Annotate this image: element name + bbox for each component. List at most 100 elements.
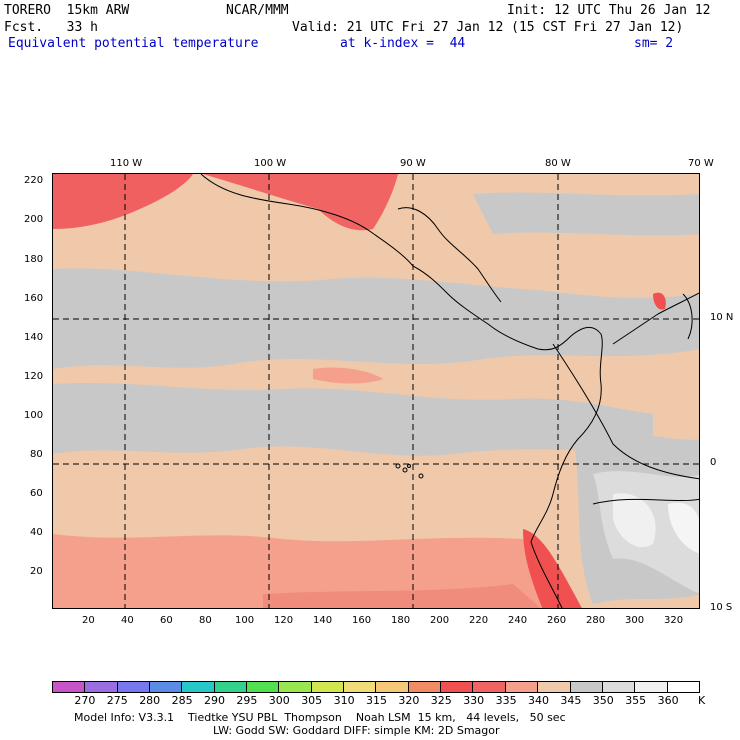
level-label: at k-index = 44 [340, 36, 466, 51]
colorbar-label: 320 [398, 694, 420, 707]
x-tick: 240 [508, 615, 528, 626]
salmon-region [313, 367, 383, 384]
lon-label-100w: 100 W [254, 158, 287, 169]
colorbar-label: 335 [495, 694, 517, 707]
x-tick: 300 [625, 615, 645, 626]
colorbar-swatch [279, 682, 312, 692]
red-region [203, 174, 398, 231]
coastline [682, 293, 693, 340]
salmon-region [53, 534, 553, 608]
map-panel [52, 173, 700, 609]
colorbar-label: 330 [463, 694, 485, 707]
colorbar-swatch [247, 682, 280, 692]
white-region [668, 502, 699, 554]
colorbar-swatch [408, 682, 442, 692]
lon-label-80w: 80 W [545, 158, 571, 169]
colorbar-label: 340 [528, 694, 549, 707]
y-tick: 140 [24, 332, 44, 343]
x-tick: 280 [586, 615, 606, 626]
colorbar-swatch [150, 682, 183, 692]
map-field [53, 174, 699, 608]
colorbar-label: 360 [657, 694, 679, 707]
colorbar [52, 681, 700, 693]
island [402, 467, 408, 473]
colorbar-label: 325 [430, 694, 452, 707]
island [418, 473, 424, 479]
org-label: NCAR/MMM [226, 3, 289, 18]
colorbar-label: 270 [74, 694, 96, 707]
y-tick: 60 [30, 488, 43, 499]
colorbar-swatch [441, 682, 474, 692]
x-tick: 120 [274, 615, 294, 626]
colorbar-label: 310 [333, 694, 355, 707]
colorbar-swatch [376, 682, 409, 692]
colorbar-label: 305 [301, 694, 323, 707]
colorbar-swatch [214, 682, 248, 692]
lat-label-10s: 10 S [710, 602, 733, 613]
x-tick: 60 [160, 615, 173, 626]
x-tick: 260 [547, 615, 567, 626]
x-tick: 200 [430, 615, 450, 626]
colorbar-swatch [570, 682, 603, 692]
y-tick: 40 [30, 527, 43, 538]
coastline [397, 207, 502, 303]
x-tick: 160 [352, 615, 372, 626]
x-tick: 100 [235, 615, 255, 626]
model-label: TORERO 15km ARW [4, 3, 130, 18]
colorbar-swatch [538, 682, 571, 692]
colorbar-swatch [505, 682, 539, 692]
x-tick: 140 [313, 615, 333, 626]
init-label: Init: 12 UTC Thu 26 Jan 12 [507, 3, 711, 18]
smooth-label: sm= 2 [634, 36, 674, 51]
colorbar-label: 315 [366, 694, 387, 707]
model-info: Model Info: V3.3.1 Tiedtke YSU PBL Thomp… [74, 711, 566, 724]
field-label: Equivalent potential temperature [8, 36, 259, 51]
colorbar-label: 275 [106, 694, 128, 707]
x-tick: 180 [391, 615, 411, 626]
colorbar-label: 290 [204, 694, 225, 707]
colorbar-swatch [182, 682, 215, 692]
colorbar-swatch [311, 682, 345, 692]
y-tick: 100 [24, 410, 44, 421]
colorbar-swatch [602, 682, 636, 692]
y-tick: 200 [24, 214, 44, 225]
border [592, 498, 699, 505]
gray-region [53, 382, 653, 456]
y-tick: 80 [30, 449, 43, 460]
colorbar-label: 345 [560, 694, 582, 707]
lat-label-0: 0 [710, 457, 717, 468]
border [552, 343, 699, 480]
colorbar-label: 355 [625, 694, 647, 707]
gray-region [473, 192, 699, 236]
x-tick: 220 [469, 615, 489, 626]
colorbar-label: 280 [139, 694, 161, 707]
colorbar-label: 295 [236, 694, 258, 707]
colorbar-swatch [635, 682, 668, 692]
colorbar-swatch [117, 682, 151, 692]
y-tick: 220 [24, 175, 44, 186]
white-region [613, 493, 656, 548]
colorbar-unit: K [698, 694, 706, 707]
y-tick: 160 [24, 293, 44, 304]
lon-label-110w: 110 W [110, 158, 143, 169]
colorbar-label: 285 [171, 694, 193, 707]
colorbar-swatch [53, 682, 86, 692]
x-tick: 20 [82, 615, 95, 626]
x-tick: 320 [664, 615, 684, 626]
physics-info: LW: Godd SW: Goddard DIFF: simple KM: 2D… [213, 724, 500, 737]
x-tick: 80 [199, 615, 212, 626]
colorbar-swatch [344, 682, 377, 692]
coastline [200, 174, 603, 608]
colorbar-label: 300 [268, 694, 290, 707]
salmon-region [263, 584, 541, 608]
colorbar-label: 350 [592, 694, 614, 707]
colorbar-swatch [667, 682, 699, 692]
lon-label-90w: 90 W [400, 158, 426, 169]
valid-label: Valid: 21 UTC Fri 27 Jan 12 (15 CST Fri … [292, 20, 684, 35]
lat-label-10n: 10 N [710, 312, 734, 323]
x-tick: 40 [121, 615, 134, 626]
coastline [612, 292, 699, 345]
forecast-label: Fcst. 33 h [4, 20, 98, 35]
red-region [523, 529, 582, 608]
y-tick: 20 [30, 566, 43, 577]
